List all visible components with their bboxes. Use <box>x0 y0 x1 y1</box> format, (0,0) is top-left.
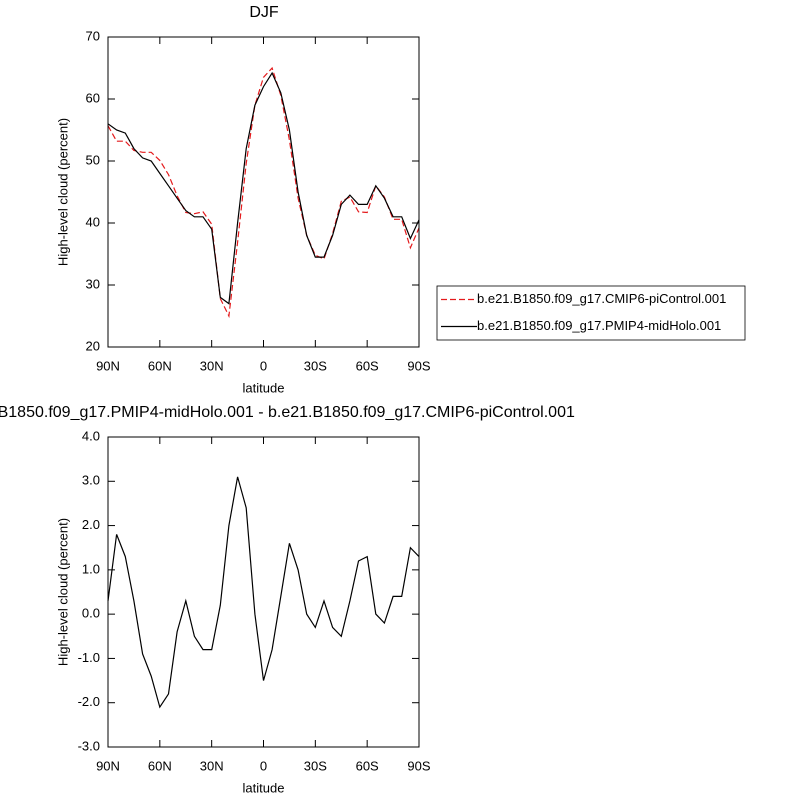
y-axis-label: High-level cloud (percent) <box>55 518 70 666</box>
data-line <box>107 71 420 305</box>
plot-frame <box>107 36 420 348</box>
y-tick-label: 2.0 <box>82 517 100 532</box>
plot-frame <box>107 436 420 748</box>
x-tick-label: 90N <box>96 758 120 773</box>
y-tick-label: 60 <box>86 90 100 105</box>
y-tick-label: 20 <box>86 338 100 353</box>
legend-box <box>436 285 746 341</box>
x-tick-label: 90N <box>96 358 120 373</box>
y-tick-label: -2.0 <box>78 694 100 709</box>
x-tick-label: 90S <box>407 358 430 373</box>
y-tick-label: 30 <box>86 276 100 291</box>
chart-title: b.e21.B1850.f09_g17.PMIP4-midHolo.001 - … <box>0 404 575 421</box>
y-tick-label: 4.0 <box>82 428 100 443</box>
y-tick-label: 40 <box>86 214 100 229</box>
chart-title: DJF <box>249 4 279 21</box>
x-tick-label: 60S <box>356 358 379 373</box>
x-tick-label: 0 <box>260 358 267 373</box>
y-tick-label: 50 <box>86 152 100 167</box>
data-line <box>107 476 420 709</box>
legend-label: b.e21.B1850.f09_g17.PMIP4-midHolo.001 <box>477 318 721 333</box>
y-tick-label: 70 <box>86 28 100 43</box>
x-tick-label: 30S <box>304 758 327 773</box>
x-tick-label: 60N <box>148 758 172 773</box>
y-tick-label: 1.0 <box>82 561 100 576</box>
x-tick-label: 60N <box>148 358 172 373</box>
x-tick-label: 30N <box>200 358 224 373</box>
y-tick-label: 0.0 <box>82 606 100 621</box>
x-tick-label: 60S <box>356 758 379 773</box>
y-tick-label: -3.0 <box>78 738 100 753</box>
x-tick-label: 0 <box>260 758 267 773</box>
legend-label: b.e21.B1850.f09_g17.CMIP6-piControl.001 <box>477 291 726 306</box>
y-axis-label: High-level cloud (percent) <box>55 118 70 266</box>
y-tick-label: -1.0 <box>78 650 100 665</box>
x-axis-label: latitude <box>243 780 285 795</box>
data-line <box>107 66 420 319</box>
y-tick-label: 3.0 <box>82 473 100 488</box>
x-tick-label: 30S <box>304 358 327 373</box>
x-tick-label: 30N <box>200 758 224 773</box>
x-axis-label: latitude <box>243 380 285 395</box>
x-tick-label: 90S <box>407 758 430 773</box>
